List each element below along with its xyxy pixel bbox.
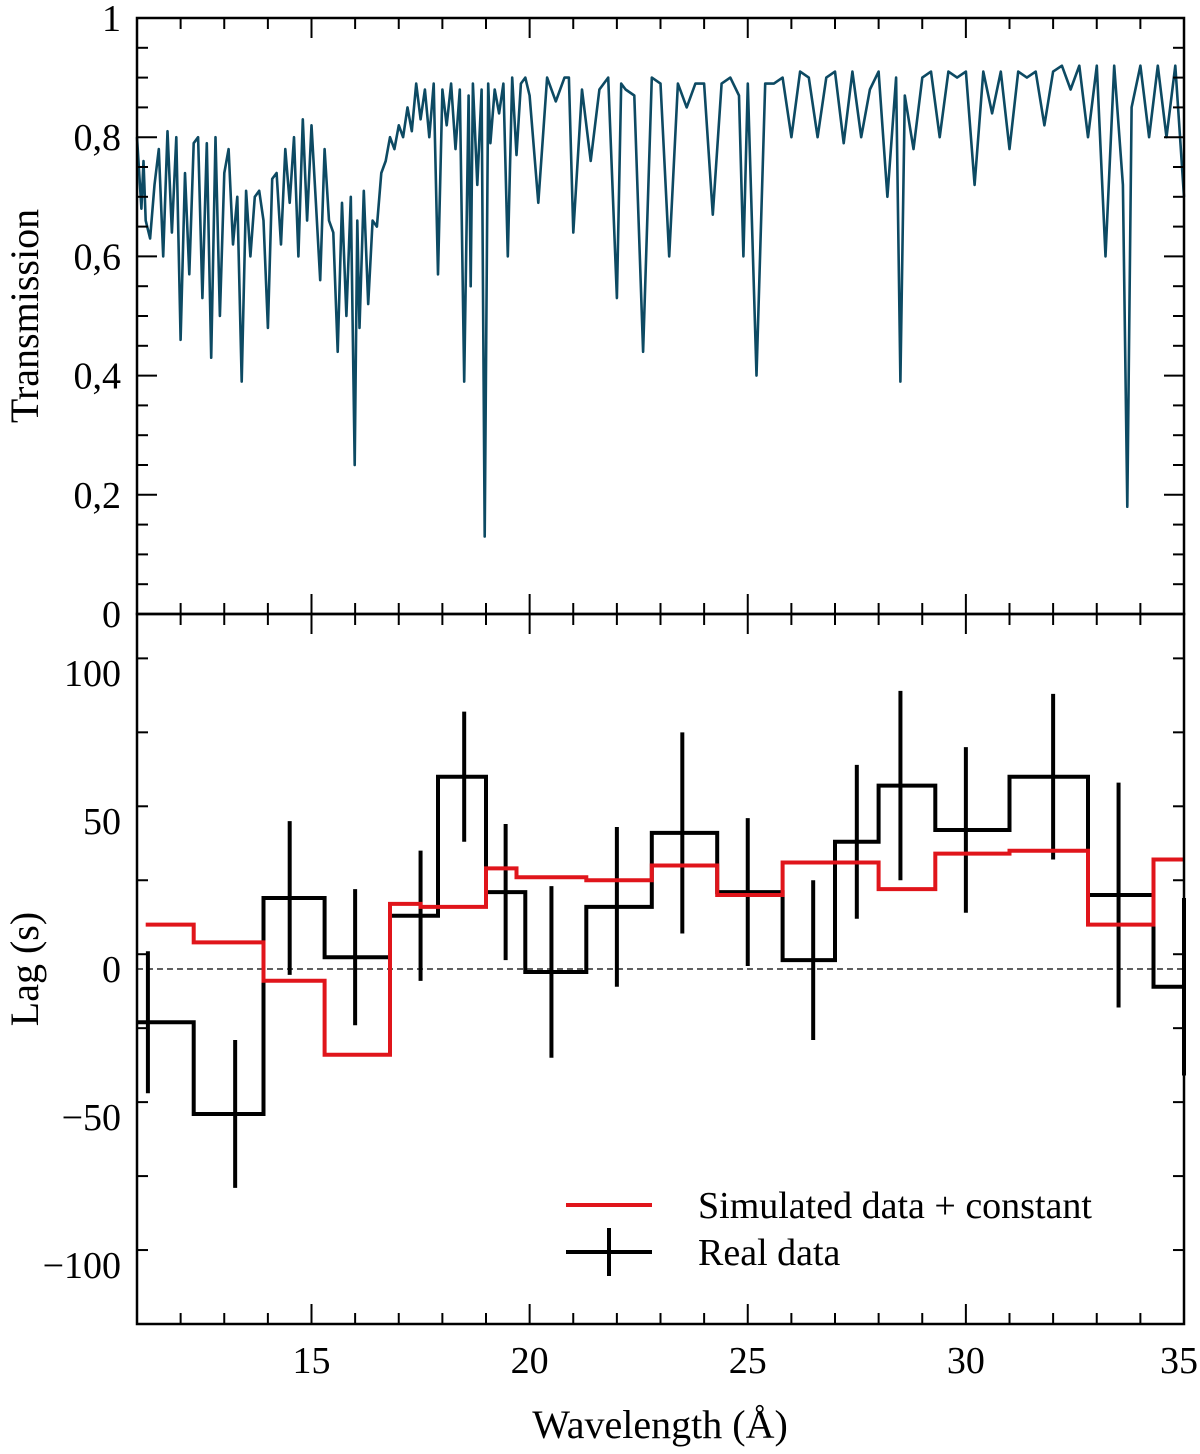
lag-tick-labels: −100 −50 0 50 100 15 20 25 30 35 <box>43 653 1198 1382</box>
transmission-y-tick-label: 0 <box>102 594 121 636</box>
legend-label-simulated: Simulated data + constant <box>698 1185 1092 1227</box>
lag-y-tick-label: 0 <box>102 949 121 991</box>
transmission-series-layer <box>135 64 1186 538</box>
lag-x-tick-label: 30 <box>947 1340 985 1382</box>
lag-y-tick-label: 50 <box>83 801 121 843</box>
lag-x-tick-label: 35 <box>1160 1340 1198 1382</box>
lag-x-tick-label: 25 <box>729 1340 767 1382</box>
simulated-data-step-line <box>145 848 1184 1057</box>
transmission-y-tick-label: 0,2 <box>74 475 122 517</box>
real-data-step-line <box>137 774 1184 1116</box>
lag-plot-frame <box>135 612 1186 1326</box>
transmission-panel: 0 0,2 0,4 0,6 0,8 1 Transmission <box>2 0 1186 636</box>
transmission-y-tick-label: 0,4 <box>74 356 122 398</box>
lag-x-tick-label: 20 <box>511 1340 549 1382</box>
lag-axis-title: Lag (s) <box>2 912 47 1026</box>
lag-series-layer <box>137 690 1186 1188</box>
transmission-axis-title: Transmission <box>2 209 47 423</box>
lag-y-tick-label: −50 <box>62 1097 121 1139</box>
legend-label-real: Real data <box>698 1232 841 1274</box>
wavelength-axis-title: Wavelength (Å) <box>532 1402 788 1447</box>
lag-x-tick-label: 15 <box>293 1340 331 1382</box>
lag-y-tick-label: −100 <box>43 1245 121 1287</box>
transmission-y-tick-label: 1 <box>102 0 121 40</box>
lag-ticks <box>136 614 1185 1325</box>
transmission-tick-labels: 0 0,2 0,4 0,6 0,8 1 <box>74 0 122 636</box>
lag-y-tick-label: 100 <box>64 653 121 695</box>
transmission-y-tick-label: 0,8 <box>74 117 122 159</box>
lag-panel: −100 −50 0 50 100 15 20 25 30 35 Lag (s) Waveleng… <box>2 612 1198 1447</box>
transmission-y-tick-label: 0,6 <box>74 236 122 278</box>
transmission-line <box>135 64 1186 538</box>
transmission-ticks <box>136 17 1185 615</box>
legend: Simulated data + constant Real data <box>566 1185 1092 1276</box>
